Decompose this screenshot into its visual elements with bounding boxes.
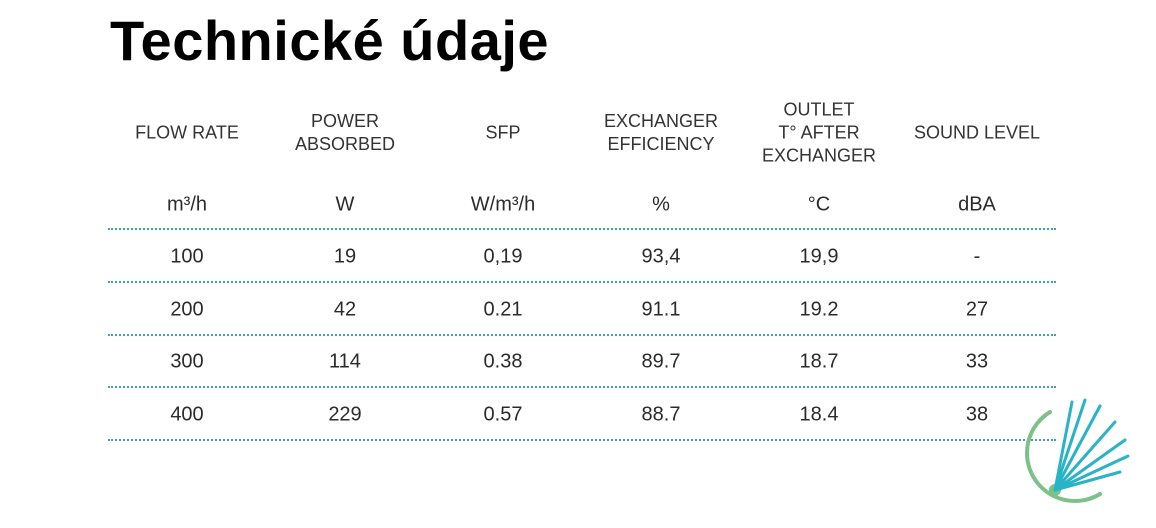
table-cell: 0.57 (483, 403, 523, 425)
table-cell: 42 (333, 298, 357, 320)
table-cell: 89.7 (641, 350, 681, 373)
row-divider (108, 228, 1056, 230)
table-cell: 114 (329, 350, 361, 373)
column-header: SOUND LEVEL (898, 122, 1056, 145)
column-header: OUTLET T° AFTER EXCHANGER (740, 99, 898, 168)
table-cell: 0.21 (483, 298, 523, 320)
header-line: EXCHANGER (761, 145, 877, 166)
logo (1024, 398, 1130, 503)
table-cell: 18.4 (799, 403, 839, 425)
table-cell: 0,19 (483, 245, 523, 268)
header-line: T° AFTER (778, 122, 860, 143)
column-header: EXCHANGER EFFICIENCY (582, 110, 740, 156)
column-header: POWER ABSORBED (266, 110, 424, 156)
header-line: ABSORBED (294, 134, 396, 154)
header-line: EXCHANGER (603, 111, 719, 131)
header-line: EFFICIENCY (607, 134, 715, 154)
row-divider (108, 333, 1056, 336)
table-cell: 100 (170, 245, 204, 268)
table-cell: 19 (333, 245, 357, 268)
table-cell: 200 (170, 298, 204, 320)
row-divider (108, 438, 1056, 441)
table-cell: 38 (965, 403, 989, 425)
unit: m³/h (167, 193, 207, 216)
unit: °C (807, 193, 831, 216)
unit: W (335, 193, 355, 216)
header-line: SOUND LEVEL (913, 122, 1041, 143)
unit: % (652, 193, 670, 216)
unit: W/m³/h (470, 193, 536, 216)
header-line: POWER (310, 111, 379, 131)
table-cell: 18.7 (799, 350, 839, 373)
table-cell: 400 (170, 403, 204, 425)
column-header: FLOW RATE (108, 122, 266, 145)
title: Technické údaje (110, 9, 550, 72)
row-divider (108, 281, 1056, 283)
table-cell: 91.1 (641, 298, 681, 320)
table-cell: 0.38 (483, 350, 523, 373)
header-line: OUTLET (783, 99, 855, 120)
table-cell: 93,4 (641, 245, 681, 268)
header-line: FLOW RATE (135, 122, 239, 143)
table-cell: 27 (965, 298, 989, 320)
column-header: SFP (424, 122, 582, 145)
table-cell: 33 (965, 350, 989, 373)
row-divider (108, 386, 1056, 388)
table-cell: 19.2 (799, 298, 839, 320)
table-cell: - (973, 245, 981, 268)
table-cell: 300 (170, 350, 204, 373)
table-cell: 88.7 (641, 403, 681, 425)
header-line: SFP (485, 122, 521, 143)
unit: dBA (958, 193, 996, 216)
table-cell: 229 (328, 403, 362, 425)
table-cell: 19,9 (799, 245, 839, 268)
